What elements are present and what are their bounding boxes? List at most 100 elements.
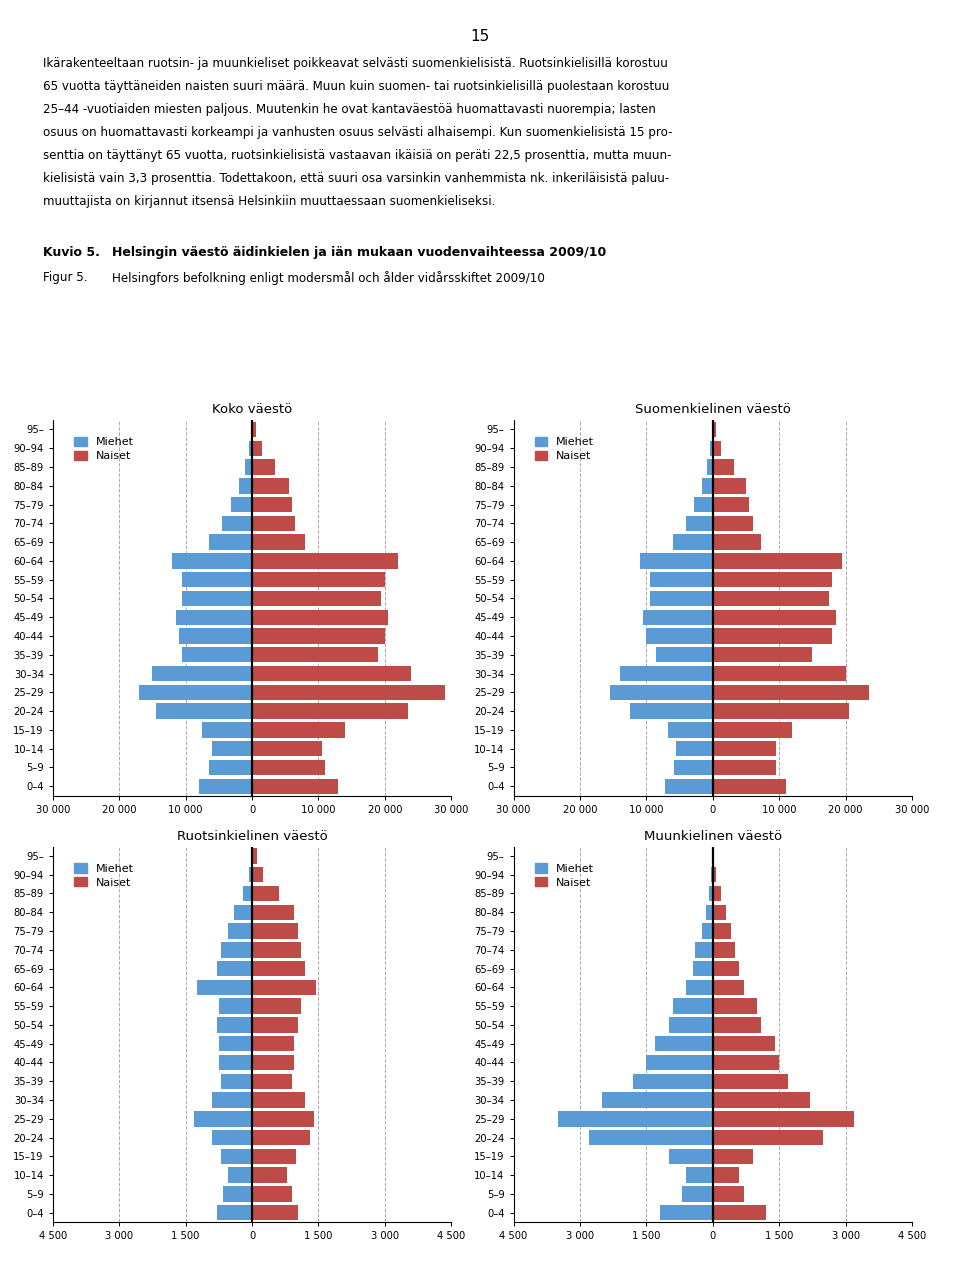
Bar <box>252 647 378 662</box>
Bar <box>712 867 716 882</box>
Bar <box>674 760 712 775</box>
Bar <box>673 535 712 550</box>
Bar <box>712 942 735 957</box>
Bar <box>610 685 712 700</box>
Bar <box>176 610 252 625</box>
Bar <box>712 961 739 976</box>
Bar <box>643 610 712 625</box>
Bar <box>712 1092 810 1108</box>
Bar <box>633 1073 712 1088</box>
Bar <box>156 704 252 719</box>
Bar <box>252 741 322 756</box>
Bar <box>712 629 832 644</box>
Text: 15: 15 <box>470 29 490 45</box>
Bar <box>252 685 444 700</box>
Bar <box>252 848 257 863</box>
Bar <box>686 516 712 531</box>
Bar <box>252 779 338 794</box>
Text: Ikärakenteeltaan ruotsin- ja muunkieliset poikkeavat selvästi suomenkielisistä. : Ikärakenteeltaan ruotsin- ja muunkielise… <box>43 57 668 70</box>
Bar <box>243 886 252 901</box>
Bar <box>252 440 262 456</box>
Bar <box>252 722 345 737</box>
Bar <box>686 1167 712 1183</box>
Bar <box>711 421 712 437</box>
Bar <box>252 535 305 550</box>
Bar <box>650 591 712 606</box>
Text: 65 vuotta täyttäneiden naisten suuri määrä. Muun kuin suomen- tai ruotsinkielisi: 65 vuotta täyttäneiden naisten suuri mää… <box>43 80 669 93</box>
Bar <box>251 848 252 863</box>
Bar <box>252 1186 292 1202</box>
Bar <box>221 1148 252 1164</box>
Bar <box>252 905 294 920</box>
Text: Kuvio 5.: Kuvio 5. <box>43 246 100 258</box>
Bar <box>673 998 712 1013</box>
Bar <box>712 535 760 550</box>
Bar <box>646 629 712 644</box>
Legend: Miehet, Naiset: Miehet, Naiset <box>74 863 133 887</box>
Bar <box>252 460 276 475</box>
Bar <box>203 722 252 737</box>
Bar <box>712 1036 775 1051</box>
Title: Suomenkielinen väestö: Suomenkielinen väestö <box>635 404 791 416</box>
Bar <box>212 1130 252 1146</box>
Bar <box>712 554 842 569</box>
Text: Figur 5.: Figur 5. <box>43 271 87 284</box>
Bar <box>668 1148 712 1164</box>
Bar <box>217 961 252 976</box>
Title: Ruotsinkielinen väestö: Ruotsinkielinen väestö <box>177 830 327 843</box>
Bar <box>712 1186 744 1202</box>
Bar <box>252 1073 292 1088</box>
Bar <box>686 980 712 995</box>
Bar <box>712 704 849 719</box>
Legend: Miehet, Naiset: Miehet, Naiset <box>535 863 594 887</box>
Bar <box>153 666 252 681</box>
Bar <box>630 704 712 719</box>
Bar <box>712 760 776 775</box>
Bar <box>252 961 305 976</box>
Bar <box>209 535 252 550</box>
Bar <box>710 440 712 456</box>
Bar <box>708 460 712 475</box>
Bar <box>252 1036 294 1051</box>
Bar <box>252 516 295 531</box>
Bar <box>252 666 411 681</box>
Bar <box>179 629 252 644</box>
Bar <box>252 923 299 938</box>
Bar <box>712 1148 753 1164</box>
Bar <box>252 1111 314 1127</box>
Bar <box>197 980 252 995</box>
Bar <box>712 722 793 737</box>
Bar <box>712 1167 739 1183</box>
Bar <box>620 666 712 681</box>
Bar <box>219 1055 252 1071</box>
Bar <box>252 886 278 901</box>
Bar <box>712 647 812 662</box>
Bar <box>712 421 716 437</box>
Text: 25–44 -vuotiaiden miesten paljous. Muutenkin he ovat kantaväestöä huomattavasti : 25–44 -vuotiaiden miesten paljous. Muute… <box>43 103 656 116</box>
Bar <box>707 905 712 920</box>
Bar <box>702 923 712 938</box>
Bar <box>712 1130 824 1146</box>
Bar <box>252 1092 305 1108</box>
Legend: Miehet, Naiset: Miehet, Naiset <box>74 437 133 461</box>
Bar <box>217 1206 252 1221</box>
Bar <box>712 1055 780 1071</box>
Bar <box>712 496 750 512</box>
Bar <box>682 1186 712 1202</box>
Bar <box>252 1017 299 1032</box>
Bar <box>182 572 252 587</box>
Bar <box>712 741 776 756</box>
Bar <box>209 760 252 775</box>
Bar <box>712 923 731 938</box>
Bar <box>250 867 252 882</box>
Bar <box>252 704 408 719</box>
Bar <box>712 572 832 587</box>
Bar <box>650 572 712 587</box>
Bar <box>224 1186 252 1202</box>
Bar <box>250 440 252 456</box>
Bar <box>246 460 252 475</box>
Text: Helsingfors befolkning enligt modersmål och ålder vidårsskiftet 2009/10: Helsingfors befolkning enligt modersmål … <box>112 271 545 285</box>
Bar <box>217 1017 252 1032</box>
Bar <box>712 980 744 995</box>
Bar <box>221 1073 252 1088</box>
